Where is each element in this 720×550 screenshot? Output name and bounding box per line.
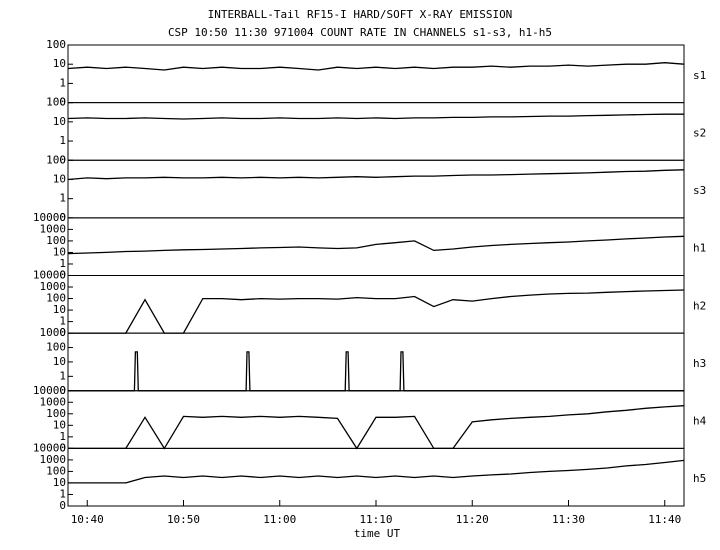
y-tick-label: 100 [46,38,66,51]
panel-label: h4 [693,415,707,428]
y-tick-label: 1000 [40,280,67,293]
panel-label: h5 [693,472,706,485]
x-tick-label: 10:50 [167,513,200,526]
y-tick-label: 10000 [33,441,66,454]
y-tick-label: 0 [59,211,66,224]
data-line [67,113,684,120]
data-line [68,405,685,450]
y-tick-label: 100 [46,153,66,166]
panel-label: s2 [693,126,706,139]
y-tick-label: 1 [59,369,66,382]
panel-frame [67,390,685,449]
y-tick-label: 0 [59,499,66,512]
panel-label: h2 [693,299,706,312]
panel-label: h3 [693,357,706,370]
panel-frame [67,102,685,161]
y-tick-label: 100 [46,464,66,477]
y-tick-label: 1000 [40,453,67,466]
y-tick-label: 100 [46,234,66,247]
y-tick-label: 1000 [40,326,67,339]
y-tick-label: 10 [53,476,66,489]
y-tick-label: 10 [53,418,66,431]
y-tick-label: 100 [46,96,66,109]
y-tick-label: 0 [59,96,66,109]
x-tick-label: 11:00 [263,513,296,526]
y-tick-label: 0 [59,269,66,282]
y-tick-label: 1000 [40,222,67,235]
y-tick-label: 10000 [33,384,66,397]
y-tick-label: 10 [53,172,66,185]
y-tick-label: 10 [53,57,66,70]
y-tick-label: 10000 [33,211,66,224]
panel-label: s3 [693,184,706,197]
y-tick-label: 1 [59,487,66,500]
x-tick-label: 11:20 [456,513,489,526]
y-tick-label: 0 [59,384,66,397]
y-tick-label: 1 [59,257,66,270]
x-tick-label: 11:30 [552,513,585,526]
y-tick-label: 10 [53,115,66,128]
data-line [68,351,684,392]
panel-frame [67,44,685,104]
y-tick-label: 10 [53,355,66,368]
y-tick-label: 10 [53,303,66,316]
panel-frame [67,159,685,219]
panel-frame [67,332,685,392]
data-line [67,235,685,255]
panel-label: s1 [693,69,706,82]
panel-frame [67,275,685,334]
y-tick-label: 1 [59,315,66,328]
x-tick-label: 11:40 [648,513,681,526]
chart-subtitle: CSP 10:50 11:30 971004 COUNT RATE IN CHA… [168,26,552,39]
y-tick-label: 1000 [40,395,67,408]
y-tick-label: 1 [59,430,66,443]
x-tick-label: 10:40 [71,513,104,526]
data-line [68,459,685,484]
y-tick-label: 10 [53,245,66,258]
y-tick-label: 100 [46,292,66,305]
y-tick-label: 1 [59,134,66,147]
y-tick-label: 0 [59,153,66,166]
x-axis-label: time UT [354,527,401,540]
y-tick-label: 100 [46,407,66,420]
panel-frame [67,217,685,276]
data-line [68,289,685,334]
y-tick-label: 0 [59,326,66,339]
data-line [67,62,685,71]
y-tick-label: 10000 [33,269,66,282]
y-tick-label: 100 [46,341,66,354]
y-tick-label: 1 [59,192,66,205]
y-tick-label: 0 [59,441,66,454]
data-line [67,169,685,181]
x-tick-label: 11:10 [359,513,392,526]
chart-title: INTERBALL-Tail RF15-I HARD/SOFT X-RAY EM… [208,8,513,21]
panel-label: h1 [693,242,706,255]
y-tick-label: 1 [59,76,66,89]
